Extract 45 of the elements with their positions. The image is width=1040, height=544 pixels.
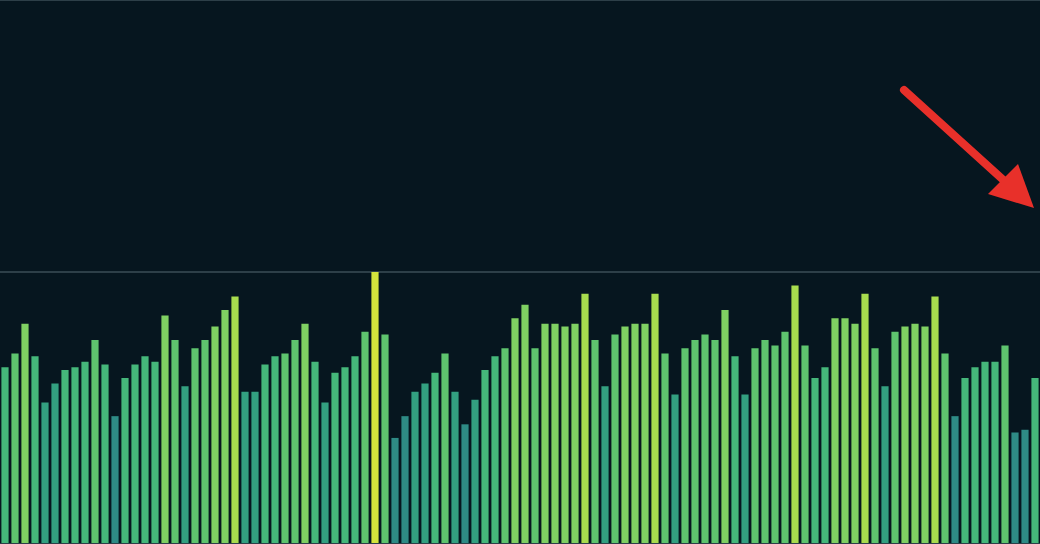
bar	[171, 340, 179, 543]
bar	[791, 285, 799, 543]
bar	[451, 391, 459, 543]
bar	[531, 348, 539, 543]
bar	[361, 331, 369, 543]
bar	[591, 340, 599, 543]
bar	[731, 356, 739, 543]
bar	[951, 416, 959, 543]
bar	[661, 353, 669, 543]
bar	[321, 402, 329, 543]
bar	[301, 323, 309, 543]
bar	[31, 356, 39, 543]
bar	[431, 372, 439, 543]
bar	[801, 345, 809, 543]
bar	[601, 386, 609, 543]
bar	[881, 386, 889, 543]
bar	[161, 315, 169, 543]
bar	[471, 399, 479, 543]
bar	[941, 353, 949, 543]
bar	[721, 310, 729, 543]
bar	[741, 394, 749, 543]
bar	[581, 293, 589, 543]
bar	[311, 361, 319, 543]
bar	[891, 331, 899, 543]
bar	[1001, 345, 1009, 543]
bar	[181, 386, 189, 543]
bar	[101, 364, 109, 543]
bar	[501, 348, 509, 543]
bar	[231, 296, 239, 543]
bar	[611, 334, 619, 543]
bar	[671, 394, 679, 543]
bar	[861, 293, 869, 543]
bar	[371, 272, 379, 543]
bar	[111, 416, 119, 543]
bar	[871, 348, 879, 543]
bar	[1, 367, 9, 543]
bar	[11, 353, 19, 543]
bar	[1031, 378, 1039, 543]
bar	[931, 296, 939, 543]
bar	[381, 334, 389, 543]
bar	[651, 293, 659, 543]
bar	[441, 353, 449, 543]
bar	[91, 340, 99, 543]
bar	[461, 424, 469, 543]
bar	[21, 323, 29, 543]
